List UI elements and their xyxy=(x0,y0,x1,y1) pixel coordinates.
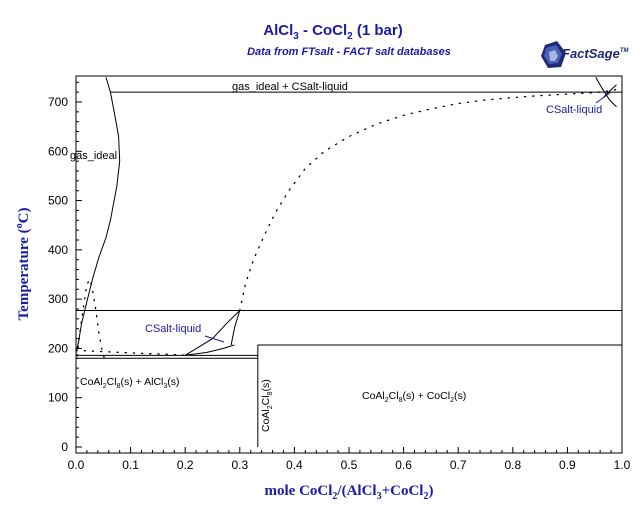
gas-boundary-left xyxy=(75,77,121,354)
dotted-phase-boundaries xyxy=(75,87,623,359)
plot-frame xyxy=(75,75,623,454)
x-tick-label: 0.3 xyxy=(231,458,248,472)
y-tick-label: 500 xyxy=(48,194,68,208)
y-tick-label: 700 xyxy=(48,95,68,109)
factsage-logo: FactSageTM xyxy=(541,41,629,68)
x-tick-label: 0.2 xyxy=(177,458,194,472)
y-tick-label: 300 xyxy=(48,292,68,306)
x-tick-label: 1.0 xyxy=(614,458,631,472)
x-tick-label: 0.7 xyxy=(450,458,467,472)
x-tick-label: 0.6 xyxy=(395,458,412,472)
liquidus-bottom xyxy=(75,349,186,356)
x-tick-label: 0.5 xyxy=(341,458,358,472)
logo-text: FactSageTM xyxy=(562,46,629,61)
x-tick-label: 0.8 xyxy=(504,458,521,472)
isotherm-lines xyxy=(76,91,622,359)
y-tick-label: 200 xyxy=(48,341,68,355)
liquidus-main xyxy=(239,87,623,312)
label-solid-vertical: CoAl2Cl8(s) xyxy=(260,379,274,432)
csalt-upper-branch xyxy=(184,310,241,356)
y-tick-label: 100 xyxy=(48,391,68,405)
y-axis: 0 100 200 300 400 500 600 700 xyxy=(48,81,82,454)
csalt-leader-right xyxy=(595,91,612,104)
y-tick-label: 600 xyxy=(48,144,68,158)
x-tick-label: 0.1 xyxy=(122,458,139,472)
label-solid-right: CoAl2Cl8(s) + CoCl2(s) xyxy=(362,390,466,404)
label-gas-csalt-liquid: gas_ideal + CSalt-liquid xyxy=(232,81,348,93)
csalt-right-edge xyxy=(230,310,241,346)
liquidus-left xyxy=(76,277,106,359)
label-csalt-liquid-right: CSalt-liquid xyxy=(546,104,602,116)
x-tick-label: 0.4 xyxy=(286,458,303,472)
y-tick-label: 400 xyxy=(48,243,68,257)
x-tick-label: 0.9 xyxy=(559,458,576,472)
csalt-lower-branch xyxy=(185,344,235,356)
chart-title: AlCl3 - CoCl2 (1 bar) xyxy=(263,22,402,42)
x-axis-label: mole CoCl2/(AlCl3+CoCl2) xyxy=(265,483,434,502)
label-csalt-liquid-left: CSalt-liquid xyxy=(145,323,201,335)
chart-subtitle: Data from FTsalt - FACT salt databases xyxy=(247,46,451,58)
solid-phase-boundaries xyxy=(75,77,617,356)
label-gas-ideal: gas_ideal xyxy=(70,150,117,162)
label-solid-left: CoAl2Cl8(s) + AlCl3(s) xyxy=(80,376,180,390)
y-tick-label: 0 xyxy=(61,440,68,454)
x-tick-label: 0.0 xyxy=(68,458,85,472)
y-axis-label: Temperature (oC) xyxy=(14,208,32,321)
x-axis: 0.0 0.1 0.2 0.3 0.4 0.5 0.6 0.7 0.8 0.9 1.0 xyxy=(68,447,631,472)
csalt-leader-left xyxy=(204,335,225,343)
